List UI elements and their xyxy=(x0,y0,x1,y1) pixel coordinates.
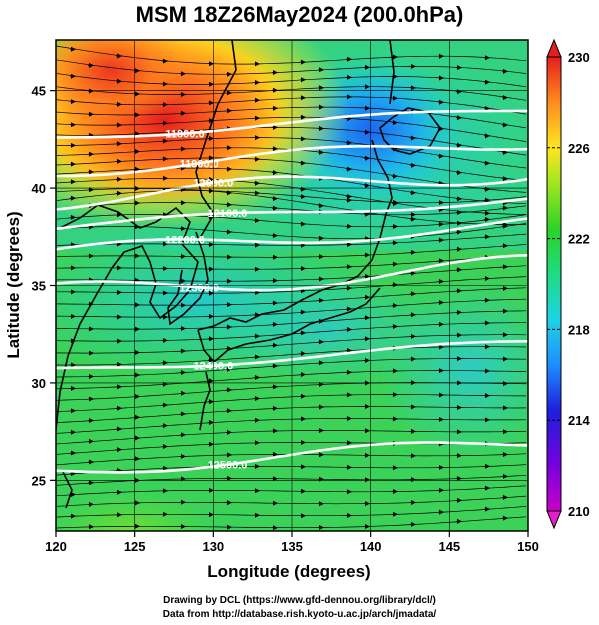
streamline xyxy=(56,322,526,342)
colorbar-tick-label: 210 xyxy=(568,504,590,519)
y-tick-label: 40 xyxy=(32,181,46,196)
colorbar-top-triangle xyxy=(546,38,562,58)
x-tick-label: 120 xyxy=(45,539,67,554)
streamline xyxy=(56,464,527,476)
streamline xyxy=(56,73,527,88)
streamline xyxy=(56,190,527,204)
colorbar-bottom-triangle xyxy=(546,510,562,530)
x-tick-label: 125 xyxy=(124,539,146,554)
streamline xyxy=(56,137,527,169)
y-axis-label: Latitude (degrees) xyxy=(4,211,23,358)
wind-streamlines xyxy=(56,45,527,531)
x-tick-label: 145 xyxy=(438,539,460,554)
colorbar-tick-label: 230 xyxy=(568,50,590,65)
streamline xyxy=(56,59,527,75)
streamline xyxy=(56,506,527,518)
colorbar-tick-label: 226 xyxy=(568,141,590,156)
contour-label: 12500.0 xyxy=(208,460,248,472)
streamline xyxy=(56,406,527,423)
streamline xyxy=(56,485,527,497)
chart-title: MSM 18Z26May2024 (200.0hPa) xyxy=(135,2,464,27)
streamline xyxy=(56,177,527,215)
contour-label: 12200.0 xyxy=(165,234,205,246)
colorbar-tick-label: 214 xyxy=(568,413,590,428)
streamline xyxy=(56,418,527,434)
streamline xyxy=(56,116,527,142)
colorbar: 230 226 222 218 214 210 xyxy=(546,38,590,530)
contour-label: 11800.0 xyxy=(165,129,204,141)
streamline xyxy=(56,233,527,246)
footer-data-credit: Data from http://database.rish.kyoto-u.a… xyxy=(162,609,437,620)
temperature-shading xyxy=(56,40,528,531)
y-tick-label: 45 xyxy=(32,84,46,99)
x-tick-label: 140 xyxy=(360,539,382,554)
y-tick-label: 25 xyxy=(32,473,46,488)
contour-label: 12100.0 xyxy=(208,208,248,220)
graticule xyxy=(56,40,528,531)
x-tick-label: 150 xyxy=(517,539,539,554)
streamline xyxy=(56,394,526,412)
streamline xyxy=(56,214,527,228)
streamline xyxy=(56,254,527,270)
x-axis-label: Longitude (degrees) xyxy=(207,562,370,581)
colorbar-tick-label: 222 xyxy=(568,232,590,247)
contour-label: 11900.0 xyxy=(180,158,219,170)
streamline xyxy=(56,430,527,445)
footer-drawing-credit: Drawing by DCL (https://www.gfd-dennou.o… xyxy=(163,595,436,606)
streamline xyxy=(56,45,527,65)
colorbar-tick-label: 218 xyxy=(568,322,590,337)
y-tick-label: 35 xyxy=(32,279,46,294)
streamline xyxy=(56,96,527,115)
streamline xyxy=(56,370,527,390)
y-tick-label: 30 xyxy=(32,376,46,391)
x-tick-label: 135 xyxy=(281,539,303,554)
streamline xyxy=(56,298,527,318)
axes: 120 125 130 135 140 145 150 25 30 35 40 45 xyxy=(32,84,539,554)
streamline xyxy=(56,346,527,366)
x-tick-label: 130 xyxy=(202,539,224,554)
streamline xyxy=(56,276,527,294)
